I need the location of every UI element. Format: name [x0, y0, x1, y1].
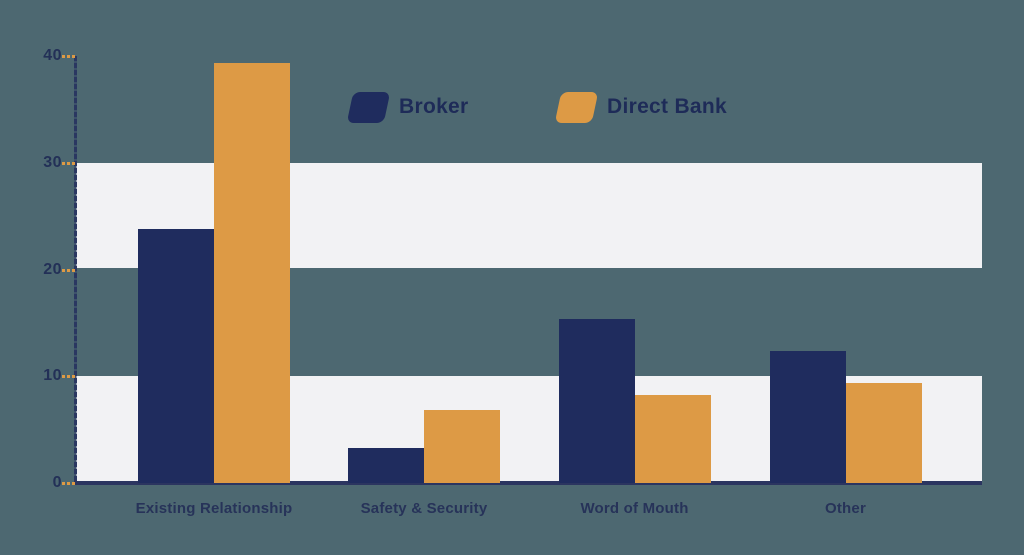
legend-item-broker: Broker [346, 90, 469, 124]
category-label: Other [824, 500, 867, 517]
y-tick-label: 20 [43, 260, 62, 278]
bar-direct-bank-safety-security [424, 410, 500, 483]
legend-label-broker: Broker [399, 95, 469, 118]
category-label: Safety & Security [360, 500, 488, 517]
bar-direct-bank-word-of-mouth [634, 395, 711, 483]
y-tick-dash [62, 375, 76, 379]
y-tick-label: 10 [43, 367, 62, 385]
bar-broker-safety-security [348, 447, 424, 483]
category-label: Existing Relationship [135, 500, 293, 517]
y-tick-dash [62, 482, 76, 485]
y-tick-dash [62, 161, 76, 165]
y-tick-label: 0 [52, 474, 62, 491]
legend-label-direct-bank: Direct Bank [607, 95, 728, 118]
y-tick-label: 30 [43, 153, 62, 171]
bar-broker-existing-relationship [138, 228, 214, 483]
y-tick-label: 40 [43, 47, 62, 64]
legend-item-direct-bank: Direct Bank [554, 90, 728, 124]
broker-swatch-icon [346, 91, 391, 123]
x-axis-line [74, 481, 982, 485]
bar-direct-bank-other [845, 382, 922, 483]
y-tick-dash [62, 268, 76, 272]
bar-broker-word-of-mouth [558, 318, 635, 483]
bar-broker-other [769, 350, 846, 483]
category-label: Word of Mouth [580, 500, 689, 517]
y-tick-dash [62, 55, 76, 58]
direct-bank-swatch-icon [554, 91, 599, 123]
bar-direct-bank-existing-relationship [214, 63, 290, 483]
